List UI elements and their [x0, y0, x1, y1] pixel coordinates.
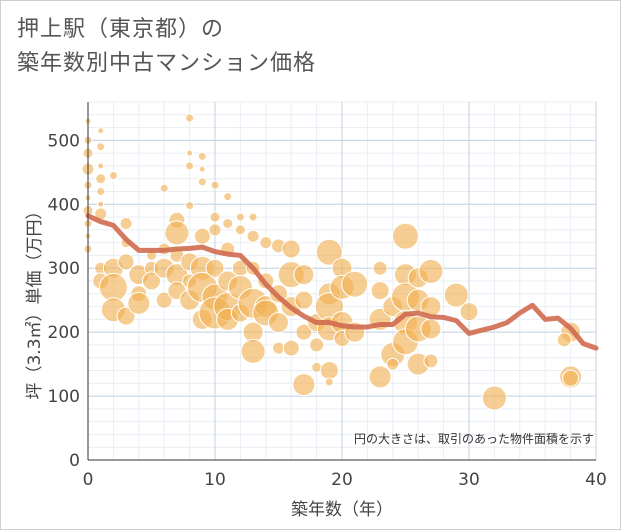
data-bubble [341, 270, 369, 298]
data-bubble [197, 177, 207, 187]
data-bubble [198, 165, 206, 173]
data-bubble [222, 217, 234, 229]
data-bubble [443, 282, 469, 308]
data-bubble [292, 373, 316, 397]
data-bubble [423, 353, 439, 369]
y-axis-title: 坪（3.3㎡）単価（万円） [25, 202, 45, 399]
y-tick-label: 0 [69, 451, 80, 471]
x-tick-label: 0 [83, 470, 94, 490]
data-bubble [368, 365, 392, 389]
data-bubble [293, 264, 315, 286]
y-tick-label: 100 [48, 387, 80, 407]
data-bubble [240, 338, 266, 364]
data-bubble [209, 211, 221, 223]
data-bubble [97, 200, 105, 208]
data-bubble [95, 173, 107, 185]
y-tick-label: 400 [48, 195, 80, 215]
data-bubble [281, 239, 301, 259]
data-bubble [210, 180, 220, 190]
data-bubble [372, 260, 388, 276]
y-tick-label: 200 [48, 323, 80, 343]
title-line-1: 押上駅（東京都）の [17, 17, 225, 42]
data-bubble [392, 222, 419, 250]
x-tick-label: 10 [204, 470, 226, 490]
data-bubble [185, 201, 195, 211]
data-bubble [108, 171, 118, 181]
data-bubble [117, 253, 135, 271]
data-bubble [282, 339, 300, 357]
data-bubble [119, 216, 133, 230]
data-bubble [164, 220, 190, 246]
data-bubble [294, 290, 314, 310]
data-bubble [556, 332, 572, 348]
data-bubble [315, 238, 343, 266]
data-bubble [127, 291, 151, 315]
data-bubble [155, 291, 173, 309]
x-tick-label: 30 [458, 470, 480, 490]
data-bubble [386, 357, 400, 371]
data-bubble [324, 377, 334, 387]
data-bubble [459, 302, 479, 322]
data-bubble [96, 187, 106, 196]
data-bubble [235, 212, 245, 222]
data-bubble [185, 113, 195, 123]
data-bubble [116, 306, 136, 326]
data-bubble [223, 192, 233, 202]
data-bubble [481, 385, 507, 411]
data-bubble [246, 229, 260, 243]
data-bubble [259, 236, 273, 250]
title-line-2: 築年数別中古マンション価格 [17, 51, 317, 76]
data-bubble [185, 161, 195, 171]
data-bubble [418, 258, 444, 284]
data-bubble [96, 142, 106, 152]
data-bubble [97, 162, 105, 170]
data-bubble [142, 271, 161, 291]
data-bubble [268, 312, 289, 334]
chart-title: 押上駅（東京都）の 築年数別中古マンション価格 [17, 13, 316, 81]
trend-line [85, 213, 599, 351]
data-bubble [319, 361, 339, 380]
data-bubble [197, 151, 207, 161]
data-bubble [234, 224, 246, 236]
trend-line-layer [85, 213, 599, 351]
data-bubble [295, 323, 313, 341]
data-bubble [159, 183, 169, 193]
data-bubble [562, 369, 580, 387]
data-bubble [370, 281, 390, 301]
x-axis-title: 築年数（年） [291, 500, 393, 520]
size-note: 円の大きさは、取引のあった物件面積を示す [354, 431, 594, 446]
data-bubble [186, 149, 194, 157]
data-bubble [309, 337, 325, 353]
data-bubble [208, 223, 222, 237]
data-bubble [193, 227, 211, 245]
y-tick-label: 300 [48, 259, 80, 279]
data-bubble [97, 127, 105, 135]
data-bubble [98, 272, 128, 302]
data-bubble [205, 258, 225, 278]
x-tick-label: 20 [331, 470, 353, 490]
x-tick-label: 40 [585, 470, 607, 490]
data-bubble [248, 212, 258, 222]
y-tick-label: 500 [48, 131, 80, 151]
data-bubble [420, 318, 442, 340]
